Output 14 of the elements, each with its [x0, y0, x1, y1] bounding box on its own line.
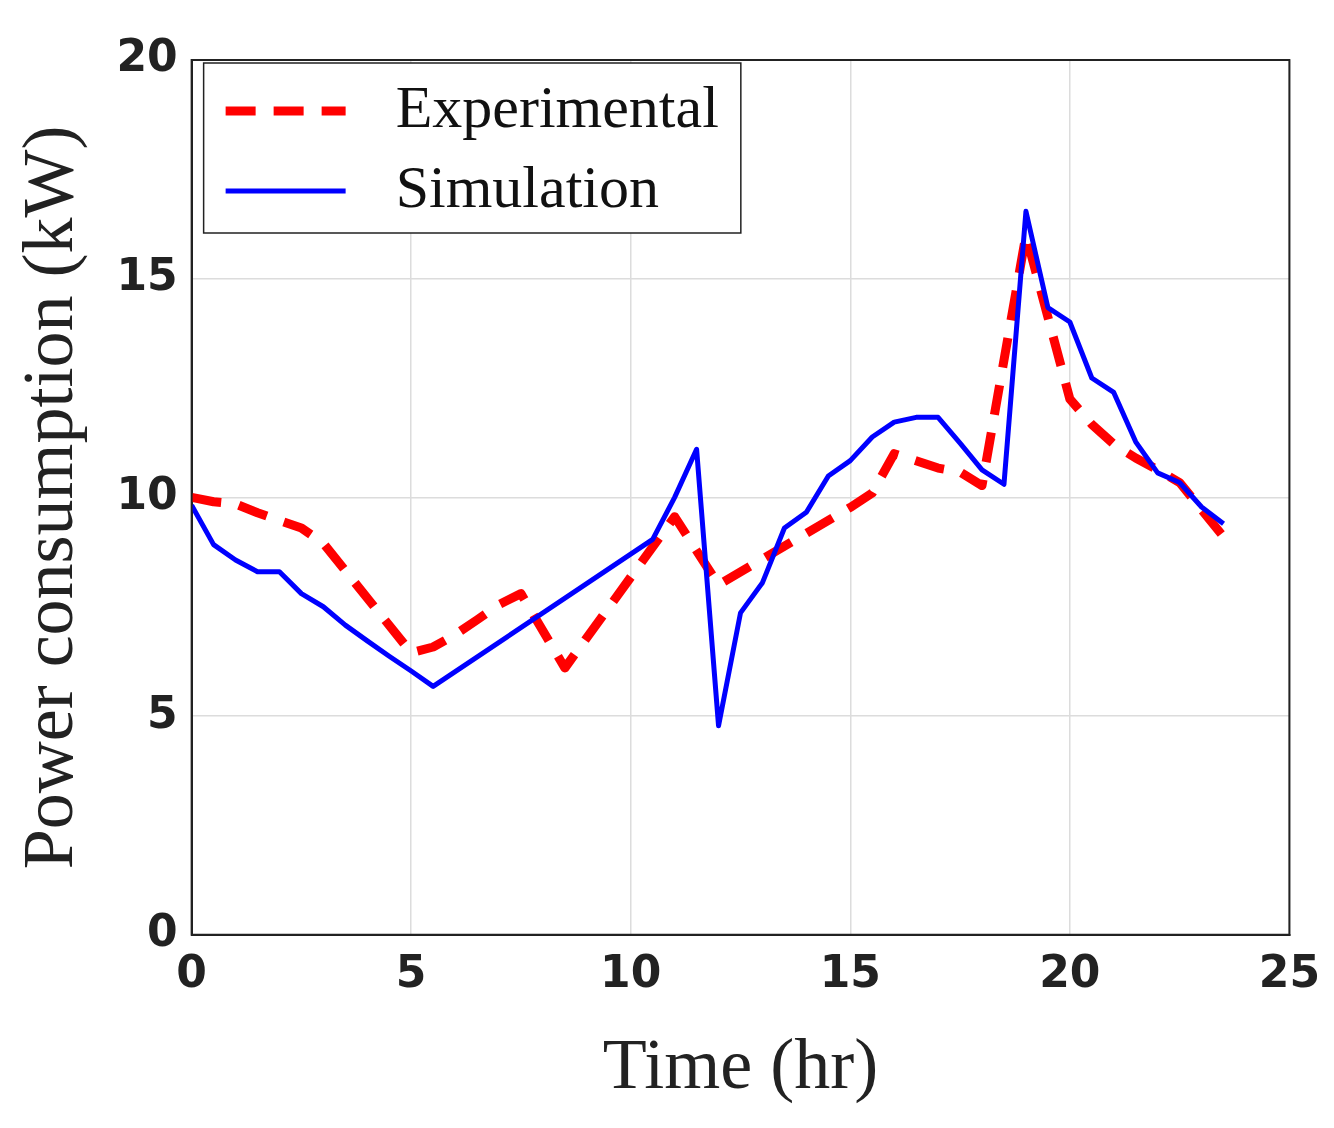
y-tick-label: 15 [116, 249, 178, 301]
y-tick-label: 20 [116, 30, 178, 82]
x-tick-label: 15 [819, 945, 881, 997]
x-tick-label: 10 [600, 945, 662, 997]
y-tick-label: 0 [147, 905, 178, 957]
x-axis-title: Time (hr) [602, 1023, 879, 1104]
y-axis-title: Power consumption (kW) [8, 125, 89, 870]
y-tick-label: 10 [116, 467, 178, 519]
x-tick-label: 5 [395, 945, 427, 997]
x-tick-label: 20 [1039, 945, 1101, 997]
legend-label: Simulation [395, 153, 659, 220]
legend-label: Experimental [395, 73, 719, 140]
y-tick-label: 5 [147, 686, 178, 738]
x-tick-label: 25 [1258, 945, 1320, 997]
